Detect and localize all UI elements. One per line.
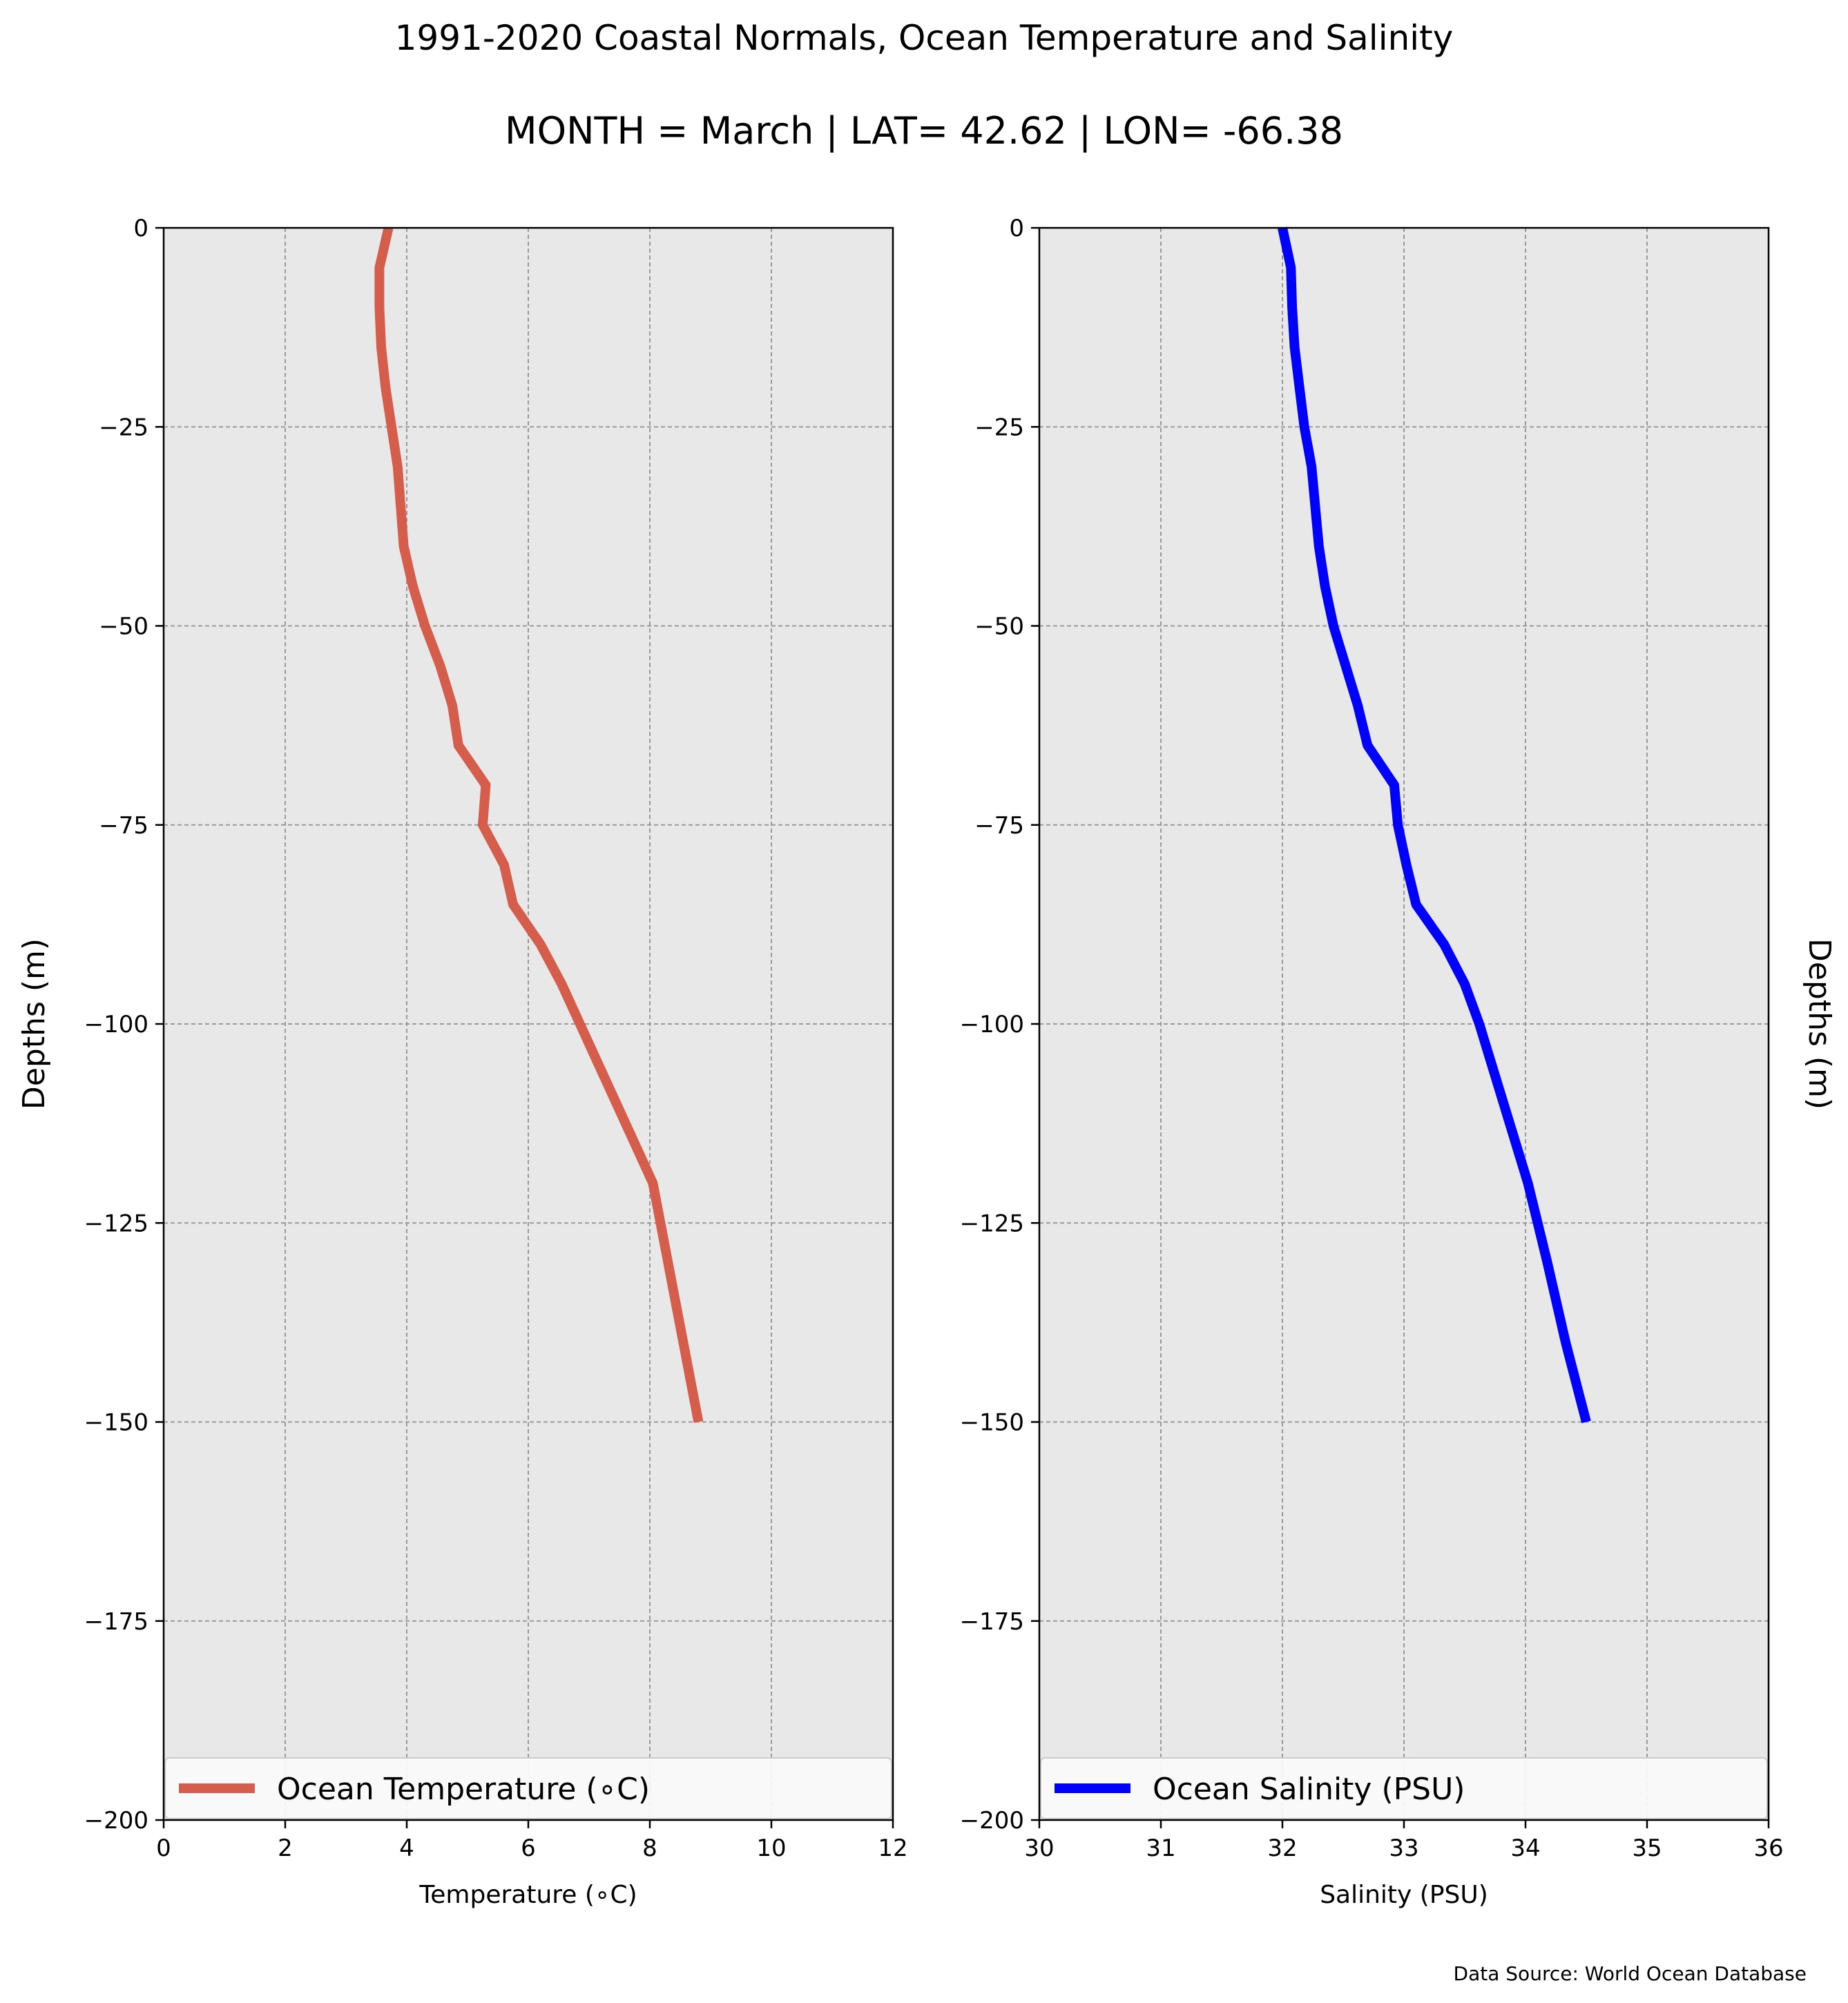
x-tick-label: 10	[756, 1835, 786, 1862]
x-tick-label: 34	[1510, 1835, 1540, 1862]
panel-temperature: Ocean Temperature (∘C) 0 2 4 6 8 10 12 0 −25 −50 −7…	[17, 215, 908, 1909]
x-tick-label: 8	[642, 1835, 657, 1862]
y-tick-label: −50	[99, 613, 148, 641]
legend-box	[164, 1757, 892, 1819]
y-tick-label: −175	[84, 1608, 148, 1636]
x-axis-label: Salinity (PSU)	[1320, 1881, 1488, 1909]
legend-label: Ocean Temperature (∘C)	[277, 1772, 650, 1807]
y-tick-label: −25	[99, 414, 148, 441]
figure-subtitle: MONTH = March | LAT= 42.62 | LON= -66.38	[505, 109, 1343, 153]
y-tick-label: −200	[84, 1807, 148, 1835]
x-tick-label: 35	[1632, 1835, 1662, 1862]
panel-salinity: Ocean Salinity (PSU) 30 31 32 33 34 35 36 0 −25 −5…	[960, 215, 1837, 1909]
y-tick-label: −200	[960, 1807, 1024, 1835]
x-tick-label: 36	[1753, 1835, 1783, 1862]
x-tick-label: 33	[1389, 1835, 1418, 1862]
x-tick-label: 31	[1146, 1835, 1175, 1862]
y-tick-label: −25	[974, 414, 1024, 441]
series-line	[1278, 226, 1591, 1424]
x-tick-label: 0	[156, 1835, 171, 1862]
y-tick-label: −150	[960, 1409, 1024, 1437]
figure-title: 1991-2020 Coastal Normals, Ocean Tempera…	[395, 18, 1454, 58]
y-tick-label: −75	[99, 812, 148, 840]
y-tick-label: −100	[960, 1011, 1024, 1038]
y-axis-label: Depths (m)	[1802, 938, 1837, 1110]
source-note: Data Source: World Ocean Database	[1454, 1962, 1807, 1985]
y-tick-label: −125	[84, 1210, 148, 1237]
x-tick-label: 32	[1267, 1835, 1297, 1862]
y-tick-label: −125	[960, 1210, 1024, 1237]
series-line	[374, 226, 704, 1423]
y-tick-label: −75	[974, 812, 1024, 840]
x-tick-label: 12	[878, 1835, 907, 1862]
y-tick-label: 0	[133, 215, 148, 242]
y-axis-label: Depths (m)	[17, 938, 52, 1110]
y-tick-label: −150	[84, 1409, 148, 1437]
y-tick-label: −100	[84, 1011, 148, 1038]
y-tick-label: 0	[1009, 215, 1024, 242]
x-tick-label: 4	[399, 1835, 414, 1862]
x-tick-label: 6	[521, 1835, 536, 1862]
legend-label: Ocean Salinity (PSU)	[1153, 1772, 1465, 1807]
x-tick-label: 2	[278, 1835, 293, 1862]
x-axis-label: Temperature (∘C)	[418, 1881, 637, 1909]
x-tick-label: 30	[1024, 1835, 1054, 1862]
y-tick-label: −175	[960, 1608, 1024, 1636]
legend-box	[1040, 1757, 1768, 1819]
y-tick-label: −50	[974, 613, 1024, 641]
